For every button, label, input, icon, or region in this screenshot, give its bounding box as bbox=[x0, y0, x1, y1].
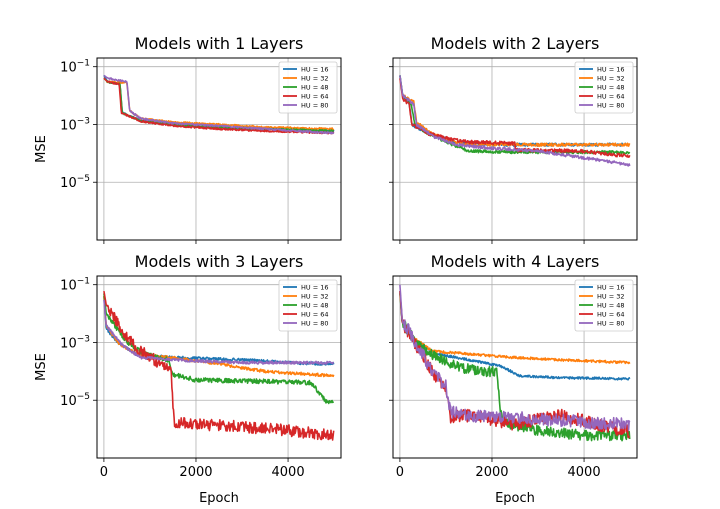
subplot-title: Models with 4 Layers bbox=[431, 252, 600, 271]
legend-label: HU = 80 bbox=[301, 319, 329, 327]
legend-label: HU = 16 bbox=[301, 65, 329, 73]
legend-label: HU = 32 bbox=[597, 292, 625, 300]
plot-frame bbox=[96, 275, 342, 459]
y-axis-label: MSE bbox=[34, 135, 49, 163]
x-tick-label: 4000 bbox=[568, 465, 601, 480]
x-axis-label: Epoch bbox=[495, 491, 535, 506]
series-line bbox=[103, 74, 335, 135]
legend-label: HU = 48 bbox=[301, 83, 329, 91]
subplot-1-layers: Models with 1 Layers 10−110−310−5 MSE HU… bbox=[34, 34, 342, 244]
legend-label: HU = 32 bbox=[301, 292, 329, 300]
legend-label: HU = 64 bbox=[597, 92, 625, 100]
series-line bbox=[103, 77, 335, 135]
x-tick-label: 0 bbox=[396, 465, 404, 480]
legend-label: HU = 32 bbox=[597, 74, 625, 82]
legend-label: HU = 80 bbox=[301, 101, 329, 109]
legend-label: HU = 48 bbox=[597, 83, 625, 91]
x-tick-label: 0 bbox=[100, 465, 108, 480]
subplot-title: Models with 2 Layers bbox=[431, 34, 600, 53]
x-tick-label: 2000 bbox=[475, 465, 508, 480]
series-line bbox=[399, 291, 631, 381]
legend-label: HU = 16 bbox=[597, 283, 625, 291]
subplot-3-layers: Models with 3 Layers 0 2000 400010−110−310… bbox=[34, 252, 342, 506]
plot-frame bbox=[392, 275, 638, 459]
plot-frame bbox=[96, 57, 342, 241]
plot-frame bbox=[392, 57, 638, 241]
legend-box bbox=[574, 279, 634, 332]
x-tick-label: 4000 bbox=[272, 465, 305, 480]
legend-label: HU = 16 bbox=[597, 65, 625, 73]
legend-label: HU = 32 bbox=[301, 74, 329, 82]
legend-box bbox=[278, 279, 338, 332]
legend-label: HU = 64 bbox=[597, 310, 625, 318]
subplot-4-layers: Models with 4 Layers 0 2000 4000 Epoch HU … bbox=[389, 252, 638, 506]
series-line bbox=[399, 291, 631, 365]
legend-label: HU = 64 bbox=[301, 92, 329, 100]
legend-label: HU = 16 bbox=[301, 283, 329, 291]
x-axis-label: Epoch bbox=[199, 491, 239, 506]
legend-label: HU = 48 bbox=[597, 301, 625, 309]
legend-box bbox=[574, 61, 634, 114]
legend-label: HU = 64 bbox=[301, 310, 329, 318]
series-line bbox=[399, 75, 631, 167]
y-axis-label: MSE bbox=[34, 353, 49, 381]
legend-label: HU = 80 bbox=[597, 101, 625, 109]
legend-label: HU = 48 bbox=[301, 301, 329, 309]
legend-label: HU = 80 bbox=[597, 319, 625, 327]
subplot-title: Models with 3 Layers bbox=[135, 252, 304, 271]
series-line bbox=[399, 284, 631, 431]
x-tick-label: 2000 bbox=[179, 465, 212, 480]
series-line bbox=[399, 78, 631, 158]
series-line bbox=[103, 290, 335, 441]
legend-box bbox=[278, 61, 338, 114]
subplot-title: Models with 1 Layers bbox=[135, 34, 304, 53]
series-line bbox=[103, 299, 335, 365]
